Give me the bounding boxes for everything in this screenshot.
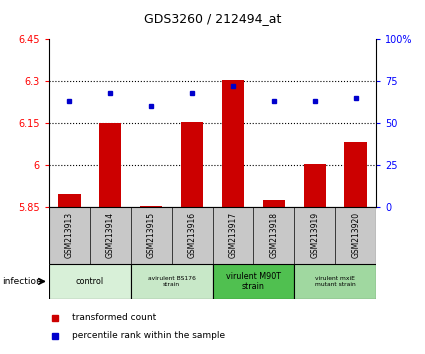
Text: infection: infection: [2, 277, 42, 286]
Text: GSM213918: GSM213918: [269, 212, 278, 258]
Bar: [212, 264, 294, 299]
Text: GSM213913: GSM213913: [65, 212, 74, 258]
Bar: [294, 264, 376, 299]
Text: GSM213919: GSM213919: [310, 212, 319, 258]
Bar: [344, 142, 367, 207]
Text: virulent M90T
strain: virulent M90T strain: [226, 272, 281, 291]
Bar: [263, 200, 285, 207]
Bar: [99, 123, 122, 207]
Bar: [49, 264, 131, 299]
Bar: [58, 194, 81, 207]
Bar: [181, 122, 203, 207]
Text: GDS3260 / 212494_at: GDS3260 / 212494_at: [144, 12, 281, 25]
Bar: [131, 264, 212, 299]
Text: GSM213914: GSM213914: [106, 212, 115, 258]
Text: avirulent BS176
strain: avirulent BS176 strain: [147, 276, 196, 287]
Text: GSM213916: GSM213916: [187, 212, 196, 258]
Bar: [140, 206, 162, 207]
Text: percentile rank within the sample: percentile rank within the sample: [72, 331, 225, 340]
Bar: [303, 164, 326, 207]
Text: virulent mxiE
mutant strain: virulent mxiE mutant strain: [315, 276, 356, 287]
Text: control: control: [76, 277, 104, 286]
Text: GSM213917: GSM213917: [229, 212, 238, 258]
Text: transformed count: transformed count: [72, 313, 156, 322]
Bar: [222, 80, 244, 207]
Text: GSM213915: GSM213915: [147, 212, 156, 258]
Text: GSM213920: GSM213920: [351, 212, 360, 258]
